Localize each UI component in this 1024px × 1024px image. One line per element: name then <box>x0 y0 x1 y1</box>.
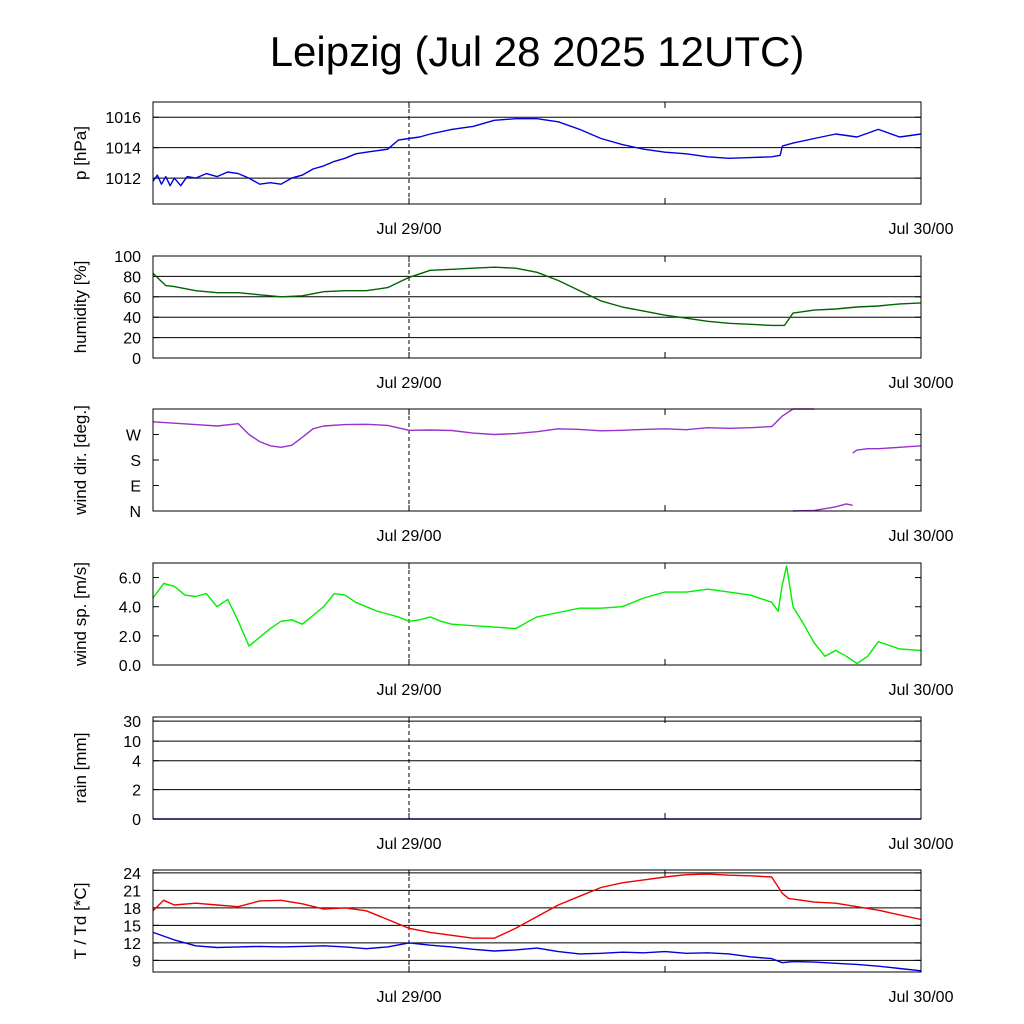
wind-direction-ytick-label: E <box>130 479 141 496</box>
temperature-series-line-0 <box>152 873 922 939</box>
temperature-series-line-1 <box>152 931 922 972</box>
temperature-ytick-label: 24 <box>123 866 141 883</box>
pressure-axis-label: p [hPa] <box>71 126 90 180</box>
pressure-ytick-label: 1016 <box>105 110 141 127</box>
rain-ytick-label: 30 <box>123 714 141 731</box>
humidity-frame <box>152 255 922 359</box>
rain-ytick-label: 10 <box>123 734 141 751</box>
temperature-ytick-label: 21 <box>123 883 141 900</box>
humidity-xtick-label: Jul 30/00 <box>889 375 954 392</box>
wind-direction-xtick-label: Jul 30/00 <box>889 528 954 545</box>
wind-speed-axis-label: wind sp. [m/s] <box>71 562 90 667</box>
wind-direction-ytick-label: N <box>129 504 141 521</box>
pressure-ytick-label: 1012 <box>105 171 141 188</box>
wind-direction-axis-label: wind dir. [deg.] <box>71 405 90 516</box>
rain-ytick-label: 2 <box>132 783 141 800</box>
wind-direction-series-line-1 <box>792 503 853 512</box>
humidity-ytick-label: 20 <box>123 331 141 348</box>
humidity-ytick-label: 0 <box>132 351 141 368</box>
humidity-ytick-label: 60 <box>123 290 141 307</box>
temperature-frame <box>152 869 922 973</box>
rain-frame <box>152 716 922 820</box>
temperature-axis-label: T / Td [*C] <box>71 883 90 960</box>
wind-direction-series-line-2 <box>852 445 922 454</box>
rain-axis-label: rain [mm] <box>71 733 90 804</box>
rain-ytick-label: 0 <box>132 812 141 829</box>
wind-direction-frame <box>152 408 922 512</box>
humidity-ytick-label: 40 <box>123 310 141 327</box>
temperature-xtick-label: Jul 30/00 <box>889 989 954 1006</box>
wind-direction-series-line-0 <box>152 408 815 448</box>
humidity-ytick-label: 80 <box>123 269 141 286</box>
temperature-ytick-label: 12 <box>123 936 141 953</box>
temperature-ytick-label: 15 <box>123 918 141 935</box>
humidity-axis-label: humidity [%] <box>71 261 90 354</box>
humidity-ytick-label: 100 <box>114 249 141 266</box>
pressure-xtick-label: Jul 30/00 <box>889 221 954 238</box>
rain-xtick-label: Jul 30/00 <box>889 836 954 853</box>
wind-direction-ytick-label: S <box>130 453 141 470</box>
wind-direction-ytick-label: W <box>126 428 142 445</box>
wind-speed-series-line-0 <box>152 565 922 665</box>
wind-direction-xtick-label: Jul 29/00 <box>377 528 442 545</box>
wind-speed-ytick-label: 2.0 <box>119 629 141 646</box>
wind-speed-xtick-label: Jul 30/00 <box>889 682 954 699</box>
pressure-xtick-label: Jul 29/00 <box>377 221 442 238</box>
humidity-series-line-0 <box>152 266 922 327</box>
pressure-frame <box>152 101 922 205</box>
wind-speed-ytick-label: 0.0 <box>119 658 141 675</box>
wind-speed-frame <box>152 562 922 666</box>
wind-speed-xtick-label: Jul 29/00 <box>377 682 442 699</box>
temperature-ytick-label: 9 <box>132 953 141 970</box>
humidity-xtick-label: Jul 29/00 <box>377 375 442 392</box>
wind-speed-ytick-label: 4.0 <box>119 600 141 617</box>
wind-speed-panel: 0.0 2.0 4.0 6.0 Jul 29/00 Jul 30/00 wind sp. [… <box>71 562 954 699</box>
chart-title: Leipzig (Jul 28 2025 12UTC) <box>270 28 805 75</box>
pressure-series-line-0 <box>152 117 922 187</box>
rain-ytick-label: 4 <box>132 754 141 771</box>
rain-xtick-label: Jul 29/00 <box>377 836 442 853</box>
pressure-panel: 1012 1014 1016 Jul 29/00 Jul 30/00 p [hPa] <box>71 101 954 238</box>
wind-speed-ytick-label: 6.0 <box>119 571 141 588</box>
pressure-ytick-label: 1014 <box>105 141 141 158</box>
temperature-ytick-label: 18 <box>123 901 141 918</box>
rain-panel: 0 2 4 10 30 Jul 29/00 Jul 30/00 rain [mm] <box>71 714 954 853</box>
temperature-xtick-label: Jul 29/00 <box>377 989 442 1006</box>
humidity-panel: 0 20 40 60 80 100 Jul 29/00 Jul 30/00 humidity [… <box>71 249 954 392</box>
